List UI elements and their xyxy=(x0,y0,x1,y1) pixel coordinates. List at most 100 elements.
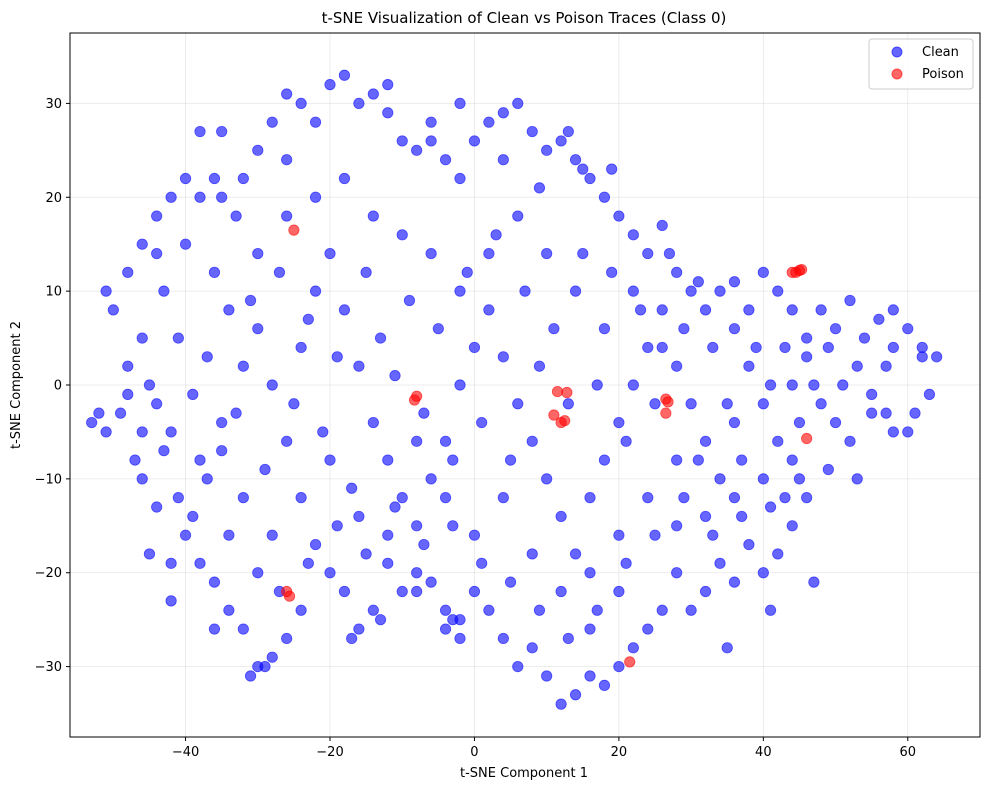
clean-point xyxy=(252,567,264,579)
clean-point xyxy=(772,285,784,297)
clean-point xyxy=(230,210,242,222)
clean-point xyxy=(880,407,892,419)
clean-point xyxy=(606,163,618,175)
clean-point xyxy=(555,135,567,147)
clean-point xyxy=(584,567,596,579)
clean-point xyxy=(772,548,784,560)
x-tick-label: 40 xyxy=(755,745,772,760)
clean-point xyxy=(165,191,177,203)
clean-point xyxy=(728,276,741,288)
clean-point xyxy=(425,473,437,485)
clean-point xyxy=(743,304,755,316)
clean-point xyxy=(829,323,842,335)
y-tick-label: −20 xyxy=(35,566,62,581)
clean-point xyxy=(367,604,379,616)
clean-point xyxy=(439,604,452,616)
clean-point xyxy=(439,492,452,504)
poison-point xyxy=(551,385,564,398)
clean-point xyxy=(447,614,459,626)
clean-point xyxy=(266,116,278,128)
clean-point xyxy=(512,210,524,222)
clean-point xyxy=(598,679,611,691)
clean-point xyxy=(208,172,221,185)
clean-point xyxy=(555,698,567,710)
clean-point xyxy=(627,229,639,241)
clean-point xyxy=(497,351,509,363)
poison-point xyxy=(561,386,573,399)
clean-point xyxy=(194,125,206,138)
clean-point xyxy=(714,557,726,569)
clean-point xyxy=(548,323,560,335)
x-tick-label: 60 xyxy=(900,745,917,760)
clean-point xyxy=(382,107,394,119)
clean-point xyxy=(569,285,582,297)
clean-point xyxy=(418,407,430,419)
clean-point xyxy=(620,435,632,447)
legend: Clean Poison xyxy=(868,38,974,90)
clean-point xyxy=(497,154,509,166)
clean-point xyxy=(302,557,314,569)
clean-point xyxy=(642,341,654,354)
clean-point xyxy=(252,323,264,335)
clean-point xyxy=(613,210,625,222)
clean-point xyxy=(512,398,524,410)
clean-point xyxy=(461,266,473,278)
clean-point xyxy=(194,191,206,203)
clean-point xyxy=(598,323,611,335)
clean-point xyxy=(143,379,156,391)
clean-point xyxy=(931,351,943,363)
clean-point xyxy=(786,454,798,466)
clean-point xyxy=(360,266,372,278)
clean-point xyxy=(295,341,307,354)
clean-point xyxy=(281,632,293,645)
clean-point xyxy=(338,69,351,81)
clean-point xyxy=(216,416,228,429)
clean-point xyxy=(295,97,307,110)
clean-point xyxy=(497,632,509,645)
clean-point xyxy=(801,332,813,344)
clean-point xyxy=(353,97,365,110)
clean-point xyxy=(86,416,98,429)
clean-point xyxy=(216,125,228,138)
clean-point xyxy=(627,379,639,391)
poison-point xyxy=(283,590,296,602)
clean-point xyxy=(699,304,712,316)
clean-point xyxy=(136,332,148,344)
clean-point xyxy=(844,294,856,307)
clean-point xyxy=(411,520,423,532)
x-tick-label: 0 xyxy=(470,745,478,760)
clean-point xyxy=(736,510,748,523)
clean-point xyxy=(779,492,791,504)
clean-point xyxy=(656,219,668,232)
clean-point xyxy=(909,407,921,419)
clean-point xyxy=(468,529,481,541)
clean-point xyxy=(642,247,654,260)
clean-point xyxy=(786,304,798,316)
clean-point xyxy=(338,585,351,598)
clean-point xyxy=(382,529,394,541)
clean-point xyxy=(324,247,336,260)
clean-point xyxy=(136,473,148,485)
clean-point xyxy=(902,323,914,335)
clean-point xyxy=(425,116,437,128)
clean-point xyxy=(324,567,336,579)
clean-point xyxy=(497,107,509,119)
clean-point xyxy=(483,304,495,316)
clean-point xyxy=(512,660,524,673)
clean-point xyxy=(562,125,574,138)
clean-point xyxy=(281,88,293,100)
clean-point xyxy=(179,238,192,250)
clean-point xyxy=(223,604,235,616)
y-tick-label: 0 xyxy=(54,379,62,394)
clean-point xyxy=(411,585,423,598)
clean-point xyxy=(237,172,249,185)
clean-point xyxy=(418,538,430,551)
clean-point xyxy=(151,501,163,513)
poison-point xyxy=(288,224,300,236)
clean-point xyxy=(541,247,553,260)
clean-point xyxy=(454,172,466,185)
clean-point xyxy=(179,529,192,541)
clean-point xyxy=(382,79,394,91)
clean-point xyxy=(216,445,228,457)
